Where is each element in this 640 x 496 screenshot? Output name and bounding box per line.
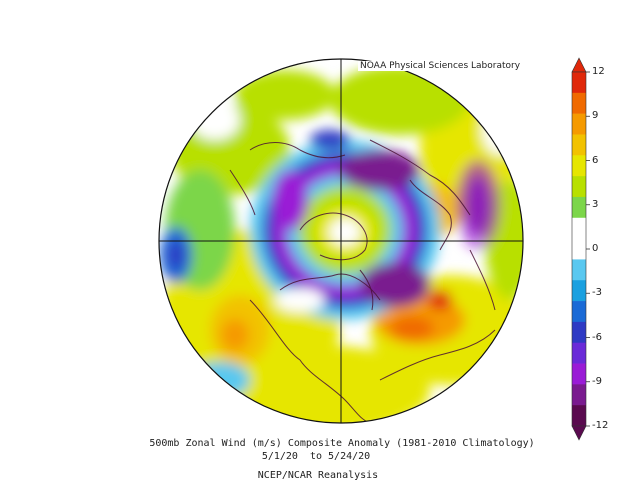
colorbar-tick-label: -12 [592,420,609,431]
colorbar-bin [572,92,586,114]
map-date-range: 5/1/20 to 5/24/20 [261,451,371,462]
colorbar-tick-label: 6 [592,154,599,166]
colorbar-bin [572,113,586,135]
colorbar-bin [572,155,586,177]
colorbar [571,57,590,441]
colorbar-tick-label: -6 [592,331,602,343]
colorbar-tick-label: -3 [592,287,602,299]
map-title: 500mb Zonal Wind (m/s) Composite Anomaly… [149,438,535,449]
coastlines [229,139,496,423]
map-dataset: NCEP/NCAR Reanalysis [257,470,379,481]
colorbar-bin [572,384,586,406]
colorbar-bin [572,301,586,323]
colorbar-bin [572,238,586,260]
anomaly-field [159,59,523,423]
colorbar-bin [572,280,586,302]
colorbar-tick-label: 3 [592,198,599,210]
colorbar-bin [572,321,586,344]
colorbar-bin [572,259,586,281]
colorbar-bin [572,72,586,94]
colorbar-bin [572,176,586,198]
colorbar-bin [572,196,586,219]
colorbar-min-arrow [571,425,587,441]
colorbar-tick-label: 9 [592,110,599,122]
colorbar-bin [572,342,586,364]
colorbar-tick-label: -9 [592,375,602,387]
colorbar-tick-label: 12 [592,66,605,77]
colorbar-tick-label: 0 [592,243,599,254]
colorbar-bin [572,134,586,156]
colorbar-max-arrow [571,57,587,73]
credit-label: NOAA Physical Sciences Laboratory [358,61,523,71]
colorbar-bin [572,217,586,239]
colorbar-bin [572,363,586,385]
colorbar-bin [572,405,586,427]
